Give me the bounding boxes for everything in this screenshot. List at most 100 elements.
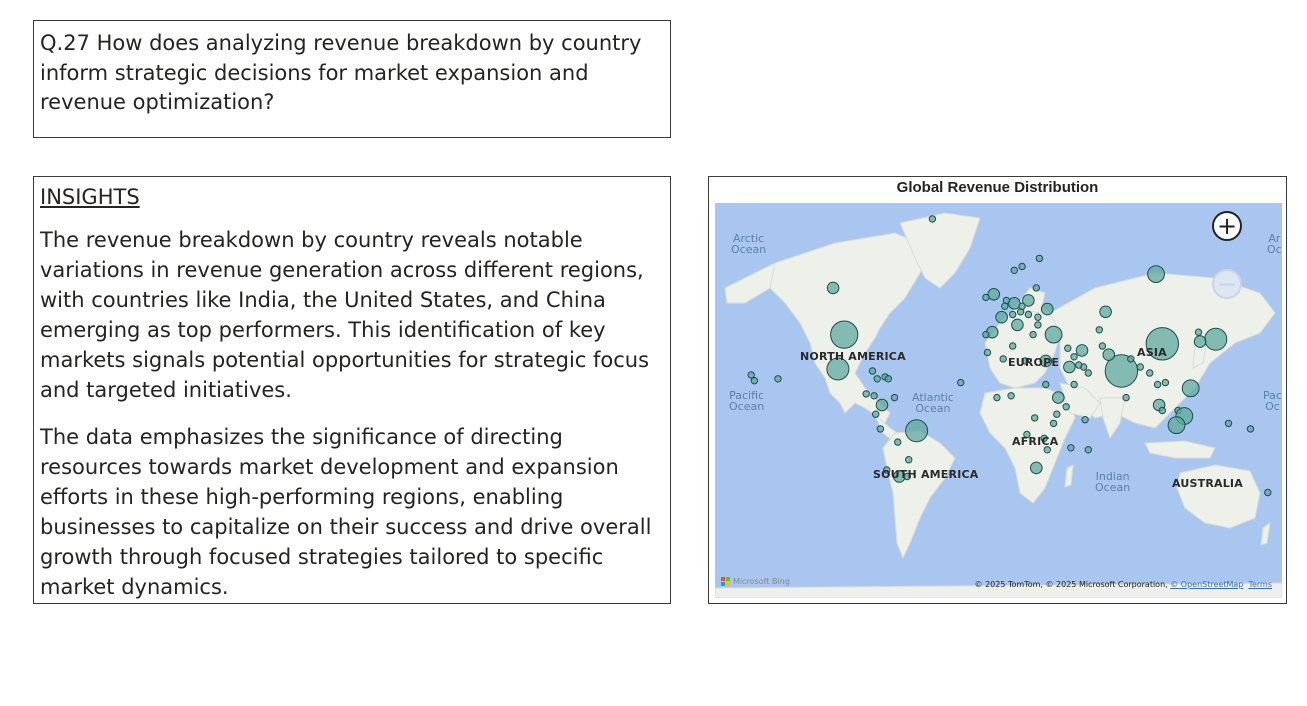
revenue-bubble-46[interactable] xyxy=(1045,326,1062,343)
revenue-bubble-47[interactable] xyxy=(1148,266,1165,283)
revenue-bubble-53[interactable] xyxy=(1064,361,1076,373)
revenue-bubble-44[interactable] xyxy=(1042,303,1054,315)
revenue-bubble-32[interactable] xyxy=(1011,267,1017,273)
revenue-bubble-65[interactable] xyxy=(1128,356,1134,362)
revenue-bubble-7[interactable] xyxy=(869,368,875,374)
revenue-bubble-1[interactable] xyxy=(827,282,839,294)
revenue-bubble-33[interactable] xyxy=(1036,255,1042,261)
revenue-bubble-21[interactable] xyxy=(906,457,912,463)
land-indonesia xyxy=(1145,441,1215,458)
revenue-bubble-77[interactable] xyxy=(1225,420,1231,426)
revenue-bubble-8[interactable] xyxy=(874,376,880,382)
revenue-bubble-70[interactable] xyxy=(1162,379,1168,385)
revenue-bubble-97[interactable] xyxy=(1085,447,1091,453)
map-title: Global Revenue Distribution xyxy=(709,179,1286,196)
revenue-bubble-57[interactable] xyxy=(1071,354,1077,360)
revenue-bubble-43[interactable] xyxy=(1035,322,1041,328)
revenue-bubble-35[interactable] xyxy=(1002,303,1008,309)
revenue-bubble-13[interactable] xyxy=(876,399,888,411)
world-map[interactable] xyxy=(715,203,1282,598)
zoom-out-button[interactable]: − xyxy=(1212,269,1242,299)
zoom-in-button[interactable]: + xyxy=(1212,211,1242,241)
revenue-bubble-40[interactable] xyxy=(1025,311,1031,317)
revenue-bubble-24[interactable] xyxy=(988,289,1000,301)
revenue-bubble-68[interactable] xyxy=(1147,370,1153,376)
revenue-bubble-63[interactable] xyxy=(1103,349,1115,361)
revenue-bubble-29[interactable] xyxy=(1009,298,1021,310)
revenue-bubble-88[interactable] xyxy=(994,394,1000,400)
revenue-bubble-84[interactable] xyxy=(1010,343,1016,349)
revenue-bubble-89[interactable] xyxy=(1032,415,1038,421)
revenue-bubble-6[interactable] xyxy=(775,376,781,382)
revenue-bubble-59[interactable] xyxy=(1085,370,1091,376)
revenue-bubble-5[interactable] xyxy=(751,378,757,384)
revenue-bubble-17[interactable] xyxy=(906,420,928,442)
continent-label-north-america: NORTH AMERICA xyxy=(800,350,906,363)
revenue-bubble-0[interactable] xyxy=(929,216,935,222)
question-text: Q.27 How does analyzing revenue breakdow… xyxy=(40,29,664,118)
revenue-bubble-14[interactable] xyxy=(891,394,897,400)
revenue-bubble-76[interactable] xyxy=(1168,417,1185,434)
bing-logo: Microsoft Bing xyxy=(721,577,790,586)
revenue-bubble-30[interactable] xyxy=(1012,319,1024,331)
revenue-bubble-55[interactable] xyxy=(1065,345,1071,351)
revenue-bubble-98[interactable] xyxy=(1082,417,1088,423)
ocean-label-arctic: Arctic Ocean xyxy=(731,233,766,255)
revenue-bubble-69[interactable] xyxy=(1154,381,1160,387)
revenue-bubble-51[interactable] xyxy=(1194,336,1206,348)
revenue-bubble-90[interactable] xyxy=(1054,411,1060,417)
revenue-bubble-10[interactable] xyxy=(885,376,891,382)
revenue-bubble-62[interactable] xyxy=(1096,327,1102,333)
revenue-bubble-64[interactable] xyxy=(1099,343,1105,349)
revenue-bubble-73[interactable] xyxy=(1182,380,1199,397)
revenue-bubble-79[interactable] xyxy=(1265,489,1271,495)
continent-label-south-america: SOUTH AMERICA xyxy=(873,468,978,481)
revenue-bubble-39[interactable] xyxy=(1019,303,1025,309)
ocean-label-pacific-right: Pac Oc xyxy=(1263,390,1282,412)
revenue-bubble-61[interactable] xyxy=(1100,306,1112,318)
revenue-bubble-66[interactable] xyxy=(1137,364,1143,370)
revenue-bubble-99[interactable] xyxy=(1063,404,1069,410)
revenue-bubble-58[interactable] xyxy=(1076,362,1082,368)
revenue-bubble-41[interactable] xyxy=(1035,314,1041,320)
revenue-bubble-42[interactable] xyxy=(1030,331,1036,337)
map-canvas[interactable]: Arctic Ocean Ar Oc Pacific Ocean Pac Oc Atla… xyxy=(715,203,1282,598)
revenue-bubble-50[interactable] xyxy=(1205,328,1227,350)
continent-label-australia: AUSTRALIA xyxy=(1172,477,1243,490)
revenue-bubble-67[interactable] xyxy=(1123,394,1129,400)
revenue-bubble-45[interactable] xyxy=(1033,285,1039,291)
revenue-bubble-16[interactable] xyxy=(877,426,883,432)
revenue-bubble-82[interactable] xyxy=(1000,356,1006,362)
revenue-bubble-36[interactable] xyxy=(1010,311,1016,317)
revenue-bubble-23[interactable] xyxy=(958,379,964,385)
revenue-bubble-60[interactable] xyxy=(1071,381,1077,387)
revenue-bubble-78[interactable] xyxy=(1247,426,1253,432)
revenue-bubble-11[interactable] xyxy=(863,391,869,397)
revenue-bubble-91[interactable] xyxy=(1050,420,1056,426)
revenue-bubble-95[interactable] xyxy=(1031,462,1043,474)
ocean-label-pacific: Pacific Ocean xyxy=(729,390,764,412)
openstreetmap-link[interactable]: © OpenStreetMap xyxy=(1170,580,1243,589)
revenue-bubble-18[interactable] xyxy=(895,439,901,445)
insights-card: INSIGHTS The revenue breakdown by countr… xyxy=(33,176,671,604)
revenue-bubble-83[interactable] xyxy=(984,349,990,355)
revenue-bubble-87[interactable] xyxy=(1008,393,1014,399)
revenue-bubble-15[interactable] xyxy=(873,411,879,417)
revenue-bubble-31[interactable] xyxy=(1019,263,1025,269)
land-new-zealand xyxy=(1261,523,1270,545)
land-south-america xyxy=(883,431,955,558)
revenue-bubble-54[interactable] xyxy=(1076,345,1088,357)
revenue-bubble-96[interactable] xyxy=(1068,445,1074,451)
revenue-bubble-85[interactable] xyxy=(1053,392,1065,404)
revenue-bubble-12[interactable] xyxy=(871,393,877,399)
map-attribution: © 2025 TomTom, © 2025 Microsoft Corporat… xyxy=(975,580,1272,589)
map-visual[interactable]: Global Revenue Distribution xyxy=(708,176,1287,604)
revenue-bubble-26[interactable] xyxy=(996,311,1008,323)
revenue-bubble-86[interactable] xyxy=(1043,381,1049,387)
terms-link[interactable]: Terms xyxy=(1248,580,1272,589)
revenue-bubble-72[interactable] xyxy=(1159,407,1165,413)
revenue-bubble-2[interactable] xyxy=(831,321,858,348)
revenue-bubble-25[interactable] xyxy=(983,294,989,300)
revenue-bubble-28[interactable] xyxy=(983,331,989,337)
revenue-bubble-52[interactable] xyxy=(1195,329,1201,335)
